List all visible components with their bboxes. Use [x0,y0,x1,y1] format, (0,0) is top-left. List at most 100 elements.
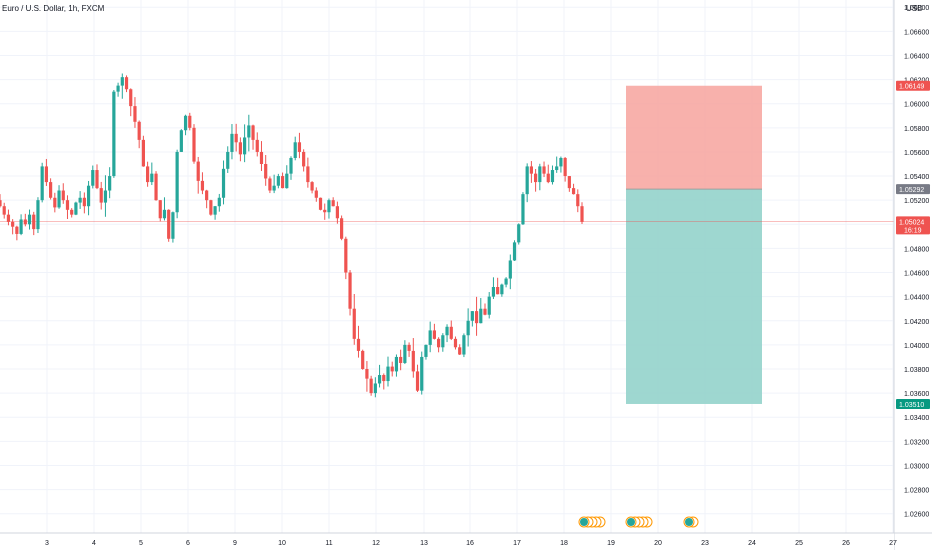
candle [57,185,61,209]
candle-body [2,206,6,215]
candle [99,181,103,210]
candle-body [432,330,436,339]
candle [348,270,352,316]
candle [399,349,403,371]
candle [580,202,584,225]
price-tick-label: 1.04400 [904,295,929,302]
candle [576,189,580,213]
event-flag-icon [685,518,693,526]
event-cluster-2 [625,516,653,528]
entry-price-label-text: 1.05292 [899,187,924,194]
symbol-title: Euro / U.S. Dollar, 1h, FXCM [2,4,105,13]
candle-body [234,133,238,143]
candle-body [487,296,491,315]
candle-body [576,194,580,207]
candle [512,240,517,261]
candle [264,155,268,186]
price-tick-label: 1.03800 [904,367,929,374]
current-price-label-bg [896,216,930,235]
candle [420,351,424,395]
candle [407,342,411,357]
candle [462,333,466,358]
current-price-label-text: 1.05024 [899,219,924,226]
candle-body [200,180,205,191]
time-tick-label: 20 [654,540,662,547]
candle-body [70,209,74,215]
candle-body [196,161,200,181]
candle-body [95,170,99,189]
stop-loss-zone [626,85,762,190]
candle-body [6,214,11,222]
price-tick-label: 1.06400 [904,53,929,60]
candle [205,189,209,209]
candle [415,364,420,393]
candle-body [390,366,394,372]
candle [517,223,521,245]
candle-body [129,89,133,107]
price-tick-label: 1.03200 [904,439,929,446]
candle-body [293,142,297,158]
candle-body [534,173,538,183]
price-tick-label: 1.04600 [904,271,929,278]
candle-body [133,106,137,122]
candle-body [483,308,487,315]
candle-body [91,170,95,186]
candle [238,137,242,162]
stop-price-label: 1.06149 [896,80,930,91]
candle-body [150,173,154,183]
candle [276,173,280,189]
candle-body [171,212,175,239]
candle [403,340,407,365]
candle-body [112,91,116,177]
candle-body [449,326,453,339]
candle-body [314,190,318,198]
candle-body [542,166,546,174]
candle-body [420,356,424,391]
candle-body [331,200,335,207]
candle-body [183,115,188,131]
candle [141,135,145,167]
candle-body [154,173,158,201]
candle-body [61,190,65,201]
candle-body [0,200,2,207]
candle-body [470,311,474,321]
candle [196,156,200,194]
stop-price-label-text: 1.06149 [899,84,924,91]
candle-body [36,200,40,230]
candle [272,174,276,194]
candle-body [264,164,268,179]
candle-body [386,366,390,382]
candle-body [19,219,23,234]
candle-body [268,178,272,191]
candle [508,254,512,290]
event-flag-icon [580,518,588,526]
candle [137,120,141,149]
candle-body [453,338,458,348]
candle-body [251,125,255,140]
price-tick-label: 1.04800 [904,246,929,253]
candle-body [491,287,496,297]
candle [230,124,234,160]
candle-body [327,200,331,213]
candle [542,161,546,178]
time-tick-label: 27 [889,540,897,547]
candle [373,377,377,398]
candle [289,156,293,180]
candle [487,292,491,319]
candle [504,277,508,288]
candle-body [508,260,512,279]
candle [175,149,179,219]
candle-body [306,166,310,183]
candle [108,167,112,199]
entry-price-label: 1.05292 [896,184,930,195]
candle [386,356,390,387]
candle-body [188,115,192,128]
candle [91,165,95,189]
entry-price-label-bg [896,184,930,195]
candle [331,197,335,207]
candle-body [365,369,369,379]
candle [470,311,474,327]
candle [32,211,36,236]
